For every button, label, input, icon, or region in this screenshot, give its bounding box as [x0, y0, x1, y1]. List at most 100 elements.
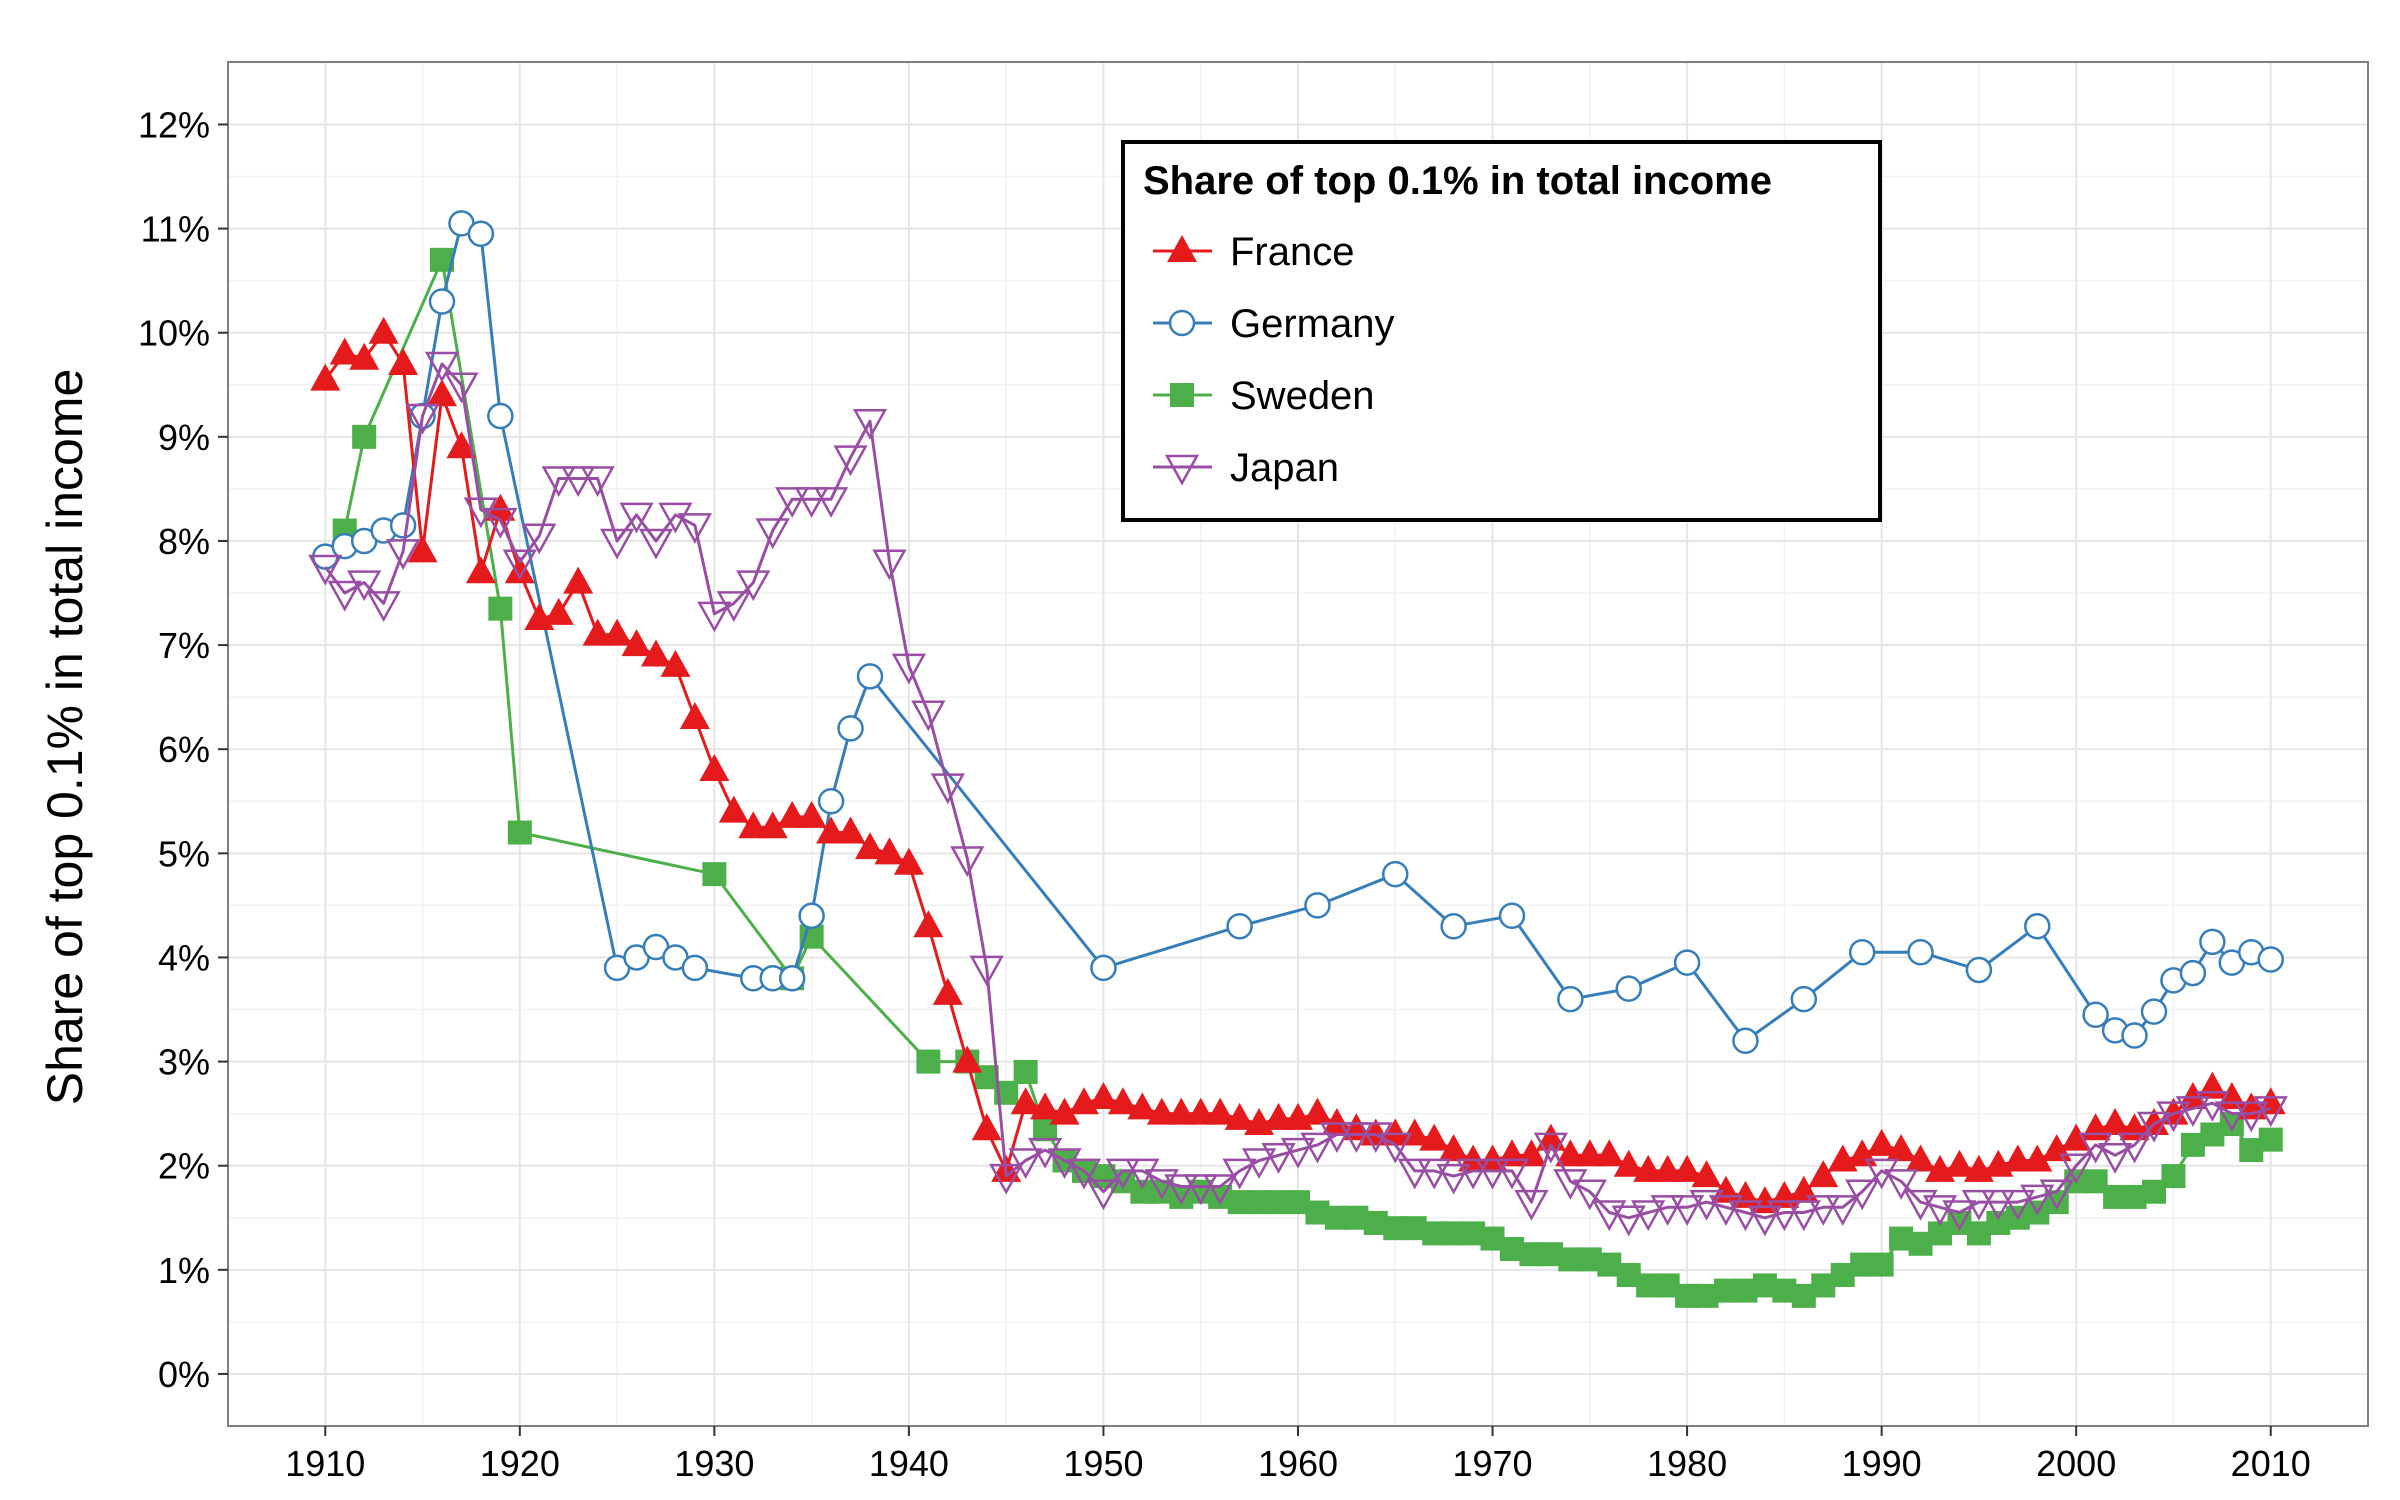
- france-point: [485, 493, 516, 521]
- france-point: [1866, 1128, 1897, 1156]
- japan-point: [308, 554, 343, 586]
- japan-point: [1105, 1158, 1141, 1190]
- japan-point: [522, 523, 557, 555]
- x-tick-label: 2010: [2231, 1443, 2311, 1484]
- france-point: [1166, 1097, 1197, 1125]
- japan-point: [1708, 1195, 1744, 1226]
- germany-point: [467, 220, 495, 248]
- france-point: [504, 556, 535, 584]
- legend-label-sweden: Sweden: [1230, 374, 1375, 418]
- japan-point: [1669, 1195, 1705, 1226]
- series-sweden: [332, 247, 2283, 1308]
- germany-point: [681, 954, 709, 982]
- germany-point: [1848, 938, 1876, 966]
- sweden-point: [2161, 1164, 2186, 1189]
- y-tick-label: 11%: [141, 209, 210, 250]
- france-point: [1594, 1139, 1625, 1167]
- japan-point: [794, 487, 829, 518]
- japan-point: [872, 549, 907, 581]
- japan-point: [1164, 1174, 1199, 1206]
- france-point: [621, 629, 652, 657]
- japan-point: [2136, 1111, 2172, 1143]
- germany-point: [837, 715, 864, 742]
- x-tick-label: 1940: [869, 1443, 949, 1484]
- japan-point: [1008, 1148, 1043, 1180]
- france-point: [407, 535, 438, 563]
- france-point: [388, 347, 419, 375]
- japan-point: [1417, 1158, 1452, 1190]
- japan-point: [1066, 1158, 1102, 1190]
- germany-point: [1907, 938, 1934, 966]
- france-point: [932, 977, 963, 1005]
- japan-point: [599, 528, 635, 560]
- japan-point: [2253, 1096, 2288, 1128]
- japan-point: [1611, 1205, 1646, 1237]
- france-point: [1380, 1118, 1411, 1146]
- france-point: [1672, 1154, 1703, 1182]
- legend-label-japan: Japan: [1230, 446, 1339, 490]
- japan-point: [813, 487, 849, 518]
- japan-point: [736, 570, 771, 602]
- japan-point: [444, 372, 479, 404]
- x-tick-label: 1990: [1842, 1443, 1922, 1484]
- japan-point: [989, 1163, 1024, 1195]
- france-point: [1205, 1097, 1236, 1125]
- japan-point: [1747, 1205, 1783, 1237]
- germany-point: [487, 402, 514, 430]
- japan-point: [1280, 1137, 1316, 1169]
- sweden-point: [916, 1049, 941, 1074]
- france-point: [1263, 1102, 1294, 1130]
- x-tick-label: 1920: [480, 1443, 560, 1484]
- germany-point: [1226, 912, 1253, 940]
- france-point: [1613, 1149, 1644, 1177]
- japan-point: [2214, 1101, 2249, 1133]
- france-point: [1808, 1160, 1839, 1188]
- germany-point: [389, 512, 417, 539]
- japan-point: [1086, 1179, 1121, 1211]
- france-point: [465, 556, 496, 584]
- france-point: [777, 800, 808, 828]
- germany-point: [1790, 985, 1818, 1013]
- sweden-point: [507, 820, 532, 845]
- legend-label-germany: Germany: [1230, 302, 1395, 346]
- x-tick-label: 1910: [285, 1443, 365, 1484]
- japan-point: [1475, 1158, 1510, 1190]
- germany-point: [1615, 975, 1642, 1002]
- legend-box: [1121, 140, 1882, 522]
- japan-point: [1981, 1189, 2016, 1221]
- legend-key-marker: [1164, 454, 1200, 486]
- japan-point: [950, 846, 985, 878]
- japan-point: [1689, 1189, 1724, 1221]
- japan-line: [324, 362, 2272, 1220]
- japan-point: [2020, 1184, 2055, 1216]
- japan-point: [1650, 1195, 1685, 1226]
- japan-point: [1961, 1189, 1997, 1221]
- legend-title: Share of top 0.1% in total income: [1143, 159, 1772, 203]
- sweden-point: [702, 862, 727, 887]
- japan-point: [716, 591, 751, 623]
- germany-point: [778, 965, 806, 992]
- germany-point: [817, 788, 845, 815]
- y-tick-label: 0%: [158, 1354, 210, 1395]
- legend-entry-sweden: Sweden: [1153, 374, 1375, 418]
- sweden-point: [2258, 1127, 2283, 1152]
- japan-point: [1572, 1179, 1607, 1211]
- germany-point: [2082, 1001, 2109, 1028]
- germany-point: [2199, 928, 2226, 956]
- france-point: [816, 816, 847, 844]
- y-tick-label: 1%: [158, 1250, 210, 1291]
- japan-point: [1883, 1169, 1919, 1200]
- france-point: [602, 618, 633, 646]
- japan-point: [2039, 1179, 2074, 1211]
- japan-point: [424, 351, 460, 383]
- japan-point: [1144, 1169, 1179, 1200]
- japan-point: [1728, 1200, 1763, 1232]
- japan-point: [852, 408, 888, 440]
- x-tick-label: 1950: [1063, 1443, 1143, 1484]
- japan-point: [1339, 1122, 1374, 1154]
- japan-point: [1631, 1200, 1666, 1232]
- japan-point: [1378, 1132, 1413, 1164]
- x-tick-label: 1970: [1452, 1443, 1532, 1484]
- x-tick-label: 1960: [1258, 1443, 1338, 1484]
- japan-point: [969, 955, 1004, 987]
